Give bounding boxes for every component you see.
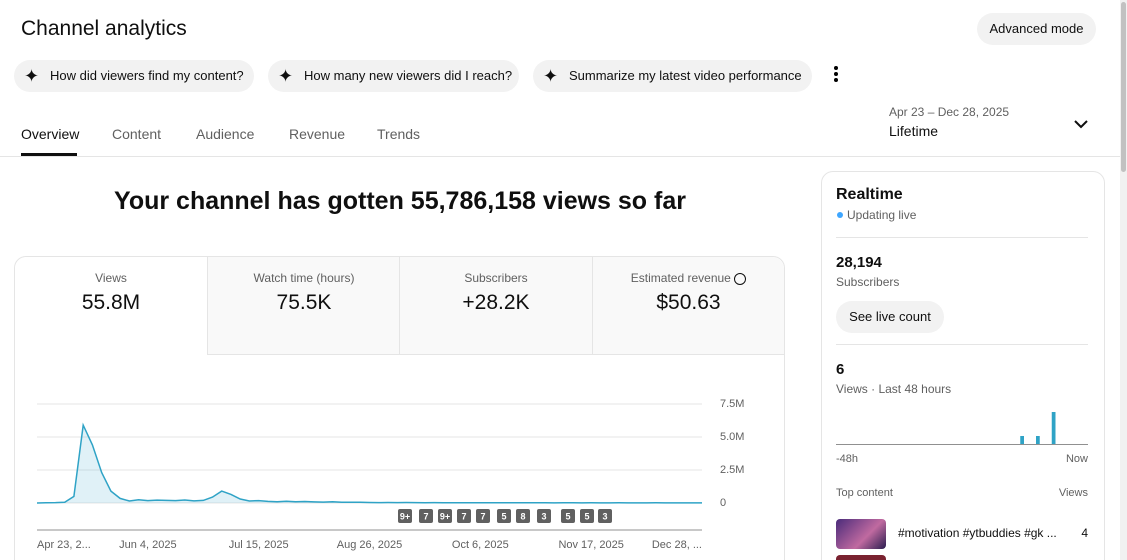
video-marker	[598, 509, 612, 523]
divider	[836, 344, 1088, 345]
chip-text: How did viewers find my content?	[50, 68, 244, 83]
realtime-status: Updating live	[847, 208, 917, 222]
video-thumbnail[interactable]	[836, 519, 886, 549]
axis-start: -48h	[836, 453, 858, 465]
date-period[interactable]: Lifetime	[889, 123, 939, 139]
y-tick-label: 7.5M	[720, 398, 744, 410]
video-marker	[398, 509, 412, 523]
metric-label-text: Estimated revenue	[630, 271, 731, 285]
tab[interactable]: Revenue	[289, 126, 346, 142]
scrollbar-thumb[interactable]	[1121, 2, 1126, 172]
video-marker	[476, 509, 490, 523]
video-marker	[497, 509, 511, 523]
views-count: 6	[836, 361, 845, 378]
x-tick-label: Jul 15, 2025	[229, 539, 289, 551]
video-title[interactable]: #motivation #ytbuddies #gk ...	[898, 526, 1057, 540]
metric-tab[interactable]: Subscribers +28.2K	[399, 257, 592, 355]
video-marker-label: 5	[565, 511, 570, 521]
suggestion-chip[interactable]: ✦ How did viewers find my content?	[14, 60, 254, 92]
metric-label: Estimated revenue	[593, 271, 784, 285]
video-marker	[537, 509, 551, 523]
line	[36, 422, 702, 504]
active-tab-indicator	[21, 153, 77, 156]
video-marker	[580, 509, 594, 523]
scrollbar-track	[1120, 0, 1127, 560]
clock-icon	[734, 272, 747, 285]
x-tick-label: Aug 26, 2025	[337, 539, 402, 551]
views-chart: 0 2.5M 5.0M 7.5M Apr 23, 2... Jun 4, 2025 Jul …	[36, 398, 744, 551]
advanced-mode-button[interactable]: Advanced mode	[977, 13, 1096, 45]
y-tick-label: 2.5M	[720, 464, 744, 476]
y-tick-label: 0	[720, 497, 726, 509]
y-tick-label: 5.0M	[720, 431, 744, 443]
x-tick-label: Apr 23, 2...	[37, 539, 91, 551]
tab[interactable]: Audience	[196, 126, 255, 142]
metric-value: +28.2K	[462, 291, 530, 314]
metric-label: Views	[95, 271, 127, 285]
video-marker	[438, 509, 452, 523]
video-marker-label: 5	[584, 511, 589, 521]
suggestion-chip[interactable]: ✦ Summarize my latest video performance	[533, 60, 812, 92]
date-range: Apr 23 – Dec 28, 2025	[889, 105, 1010, 119]
realtime-title: Realtime	[836, 186, 903, 203]
suggestion-chip[interactable]: ✦ How many new viewers did I reach?	[268, 60, 519, 92]
dropdown-chevron[interactable]	[1073, 118, 1089, 130]
headline: Your channel has gotten 55,786,158 views…	[114, 187, 686, 215]
realtime-card	[821, 171, 1105, 560]
tab-divider	[0, 156, 1120, 157]
axis-end: Now	[1066, 453, 1088, 465]
page-title: Channel analytics	[21, 17, 187, 40]
metric-label: Watch time (hours)	[253, 271, 355, 285]
video-marker-label: 7	[423, 511, 428, 521]
tab[interactable]: Overview	[21, 126, 80, 142]
area	[37, 425, 702, 503]
realtime-bar	[1051, 412, 1056, 444]
video-marker	[457, 509, 471, 523]
metric-value: 75.5K	[276, 291, 332, 314]
chart-card	[14, 256, 785, 560]
metric-tab[interactable]: Views 55.8M	[15, 257, 207, 354]
video-views: 4	[1081, 526, 1088, 540]
x-tick-label: Dec 28, ...	[652, 539, 702, 551]
live-count-button[interactable]: See live count	[836, 301, 944, 333]
x-tick-label: Jun 4, 2025	[119, 539, 177, 551]
video-marker-label: 7	[480, 511, 485, 521]
video-marker	[419, 509, 433, 523]
video-marker-label: 8	[520, 511, 525, 521]
metric-value: $50.63	[656, 291, 721, 314]
video-marker	[516, 509, 530, 523]
x-tick-label: Oct 6, 2025	[452, 539, 509, 551]
tab[interactable]: Trends	[377, 126, 421, 142]
divider	[836, 237, 1088, 238]
subscriber-label: Subscribers	[836, 275, 900, 289]
chip-text: How many new viewers did I reach?	[304, 68, 513, 83]
metric-tab[interactable]: Estimated revenue $50.63	[592, 257, 784, 355]
video-marker-label: 5	[501, 511, 506, 521]
top-content-label: Top content	[836, 487, 893, 499]
x-tick-label: Nov 17, 2025	[558, 539, 623, 551]
metric-tab[interactable]: Watch time (hours) 75.5K	[207, 257, 400, 355]
metric-label: Subscribers	[464, 271, 528, 285]
top-content-metric: Views	[1058, 487, 1088, 499]
realtime-bar	[1020, 436, 1024, 444]
video-marker-label: 9+	[440, 511, 450, 521]
video-thumbnail[interactable]	[836, 555, 886, 560]
video-marker-label: 3	[602, 511, 607, 521]
chip-text: Summarize my latest video performance	[569, 68, 802, 83]
video-marker-label: 7	[461, 511, 466, 521]
video-marker	[561, 509, 575, 523]
live-dot	[837, 212, 843, 218]
subscriber-count: 28,194	[836, 254, 882, 271]
realtime-bar	[1036, 436, 1040, 444]
more-button[interactable]	[830, 64, 842, 84]
video-marker-label: 3	[541, 511, 546, 521]
video-marker-label: 9+	[400, 511, 410, 521]
metric-value: 55.8M	[81, 291, 141, 314]
tab[interactable]: Content	[112, 126, 162, 142]
realtime-bar-chart: -48h Now	[836, 412, 1088, 465]
views-label: Views · Last 48 hours	[836, 382, 952, 396]
